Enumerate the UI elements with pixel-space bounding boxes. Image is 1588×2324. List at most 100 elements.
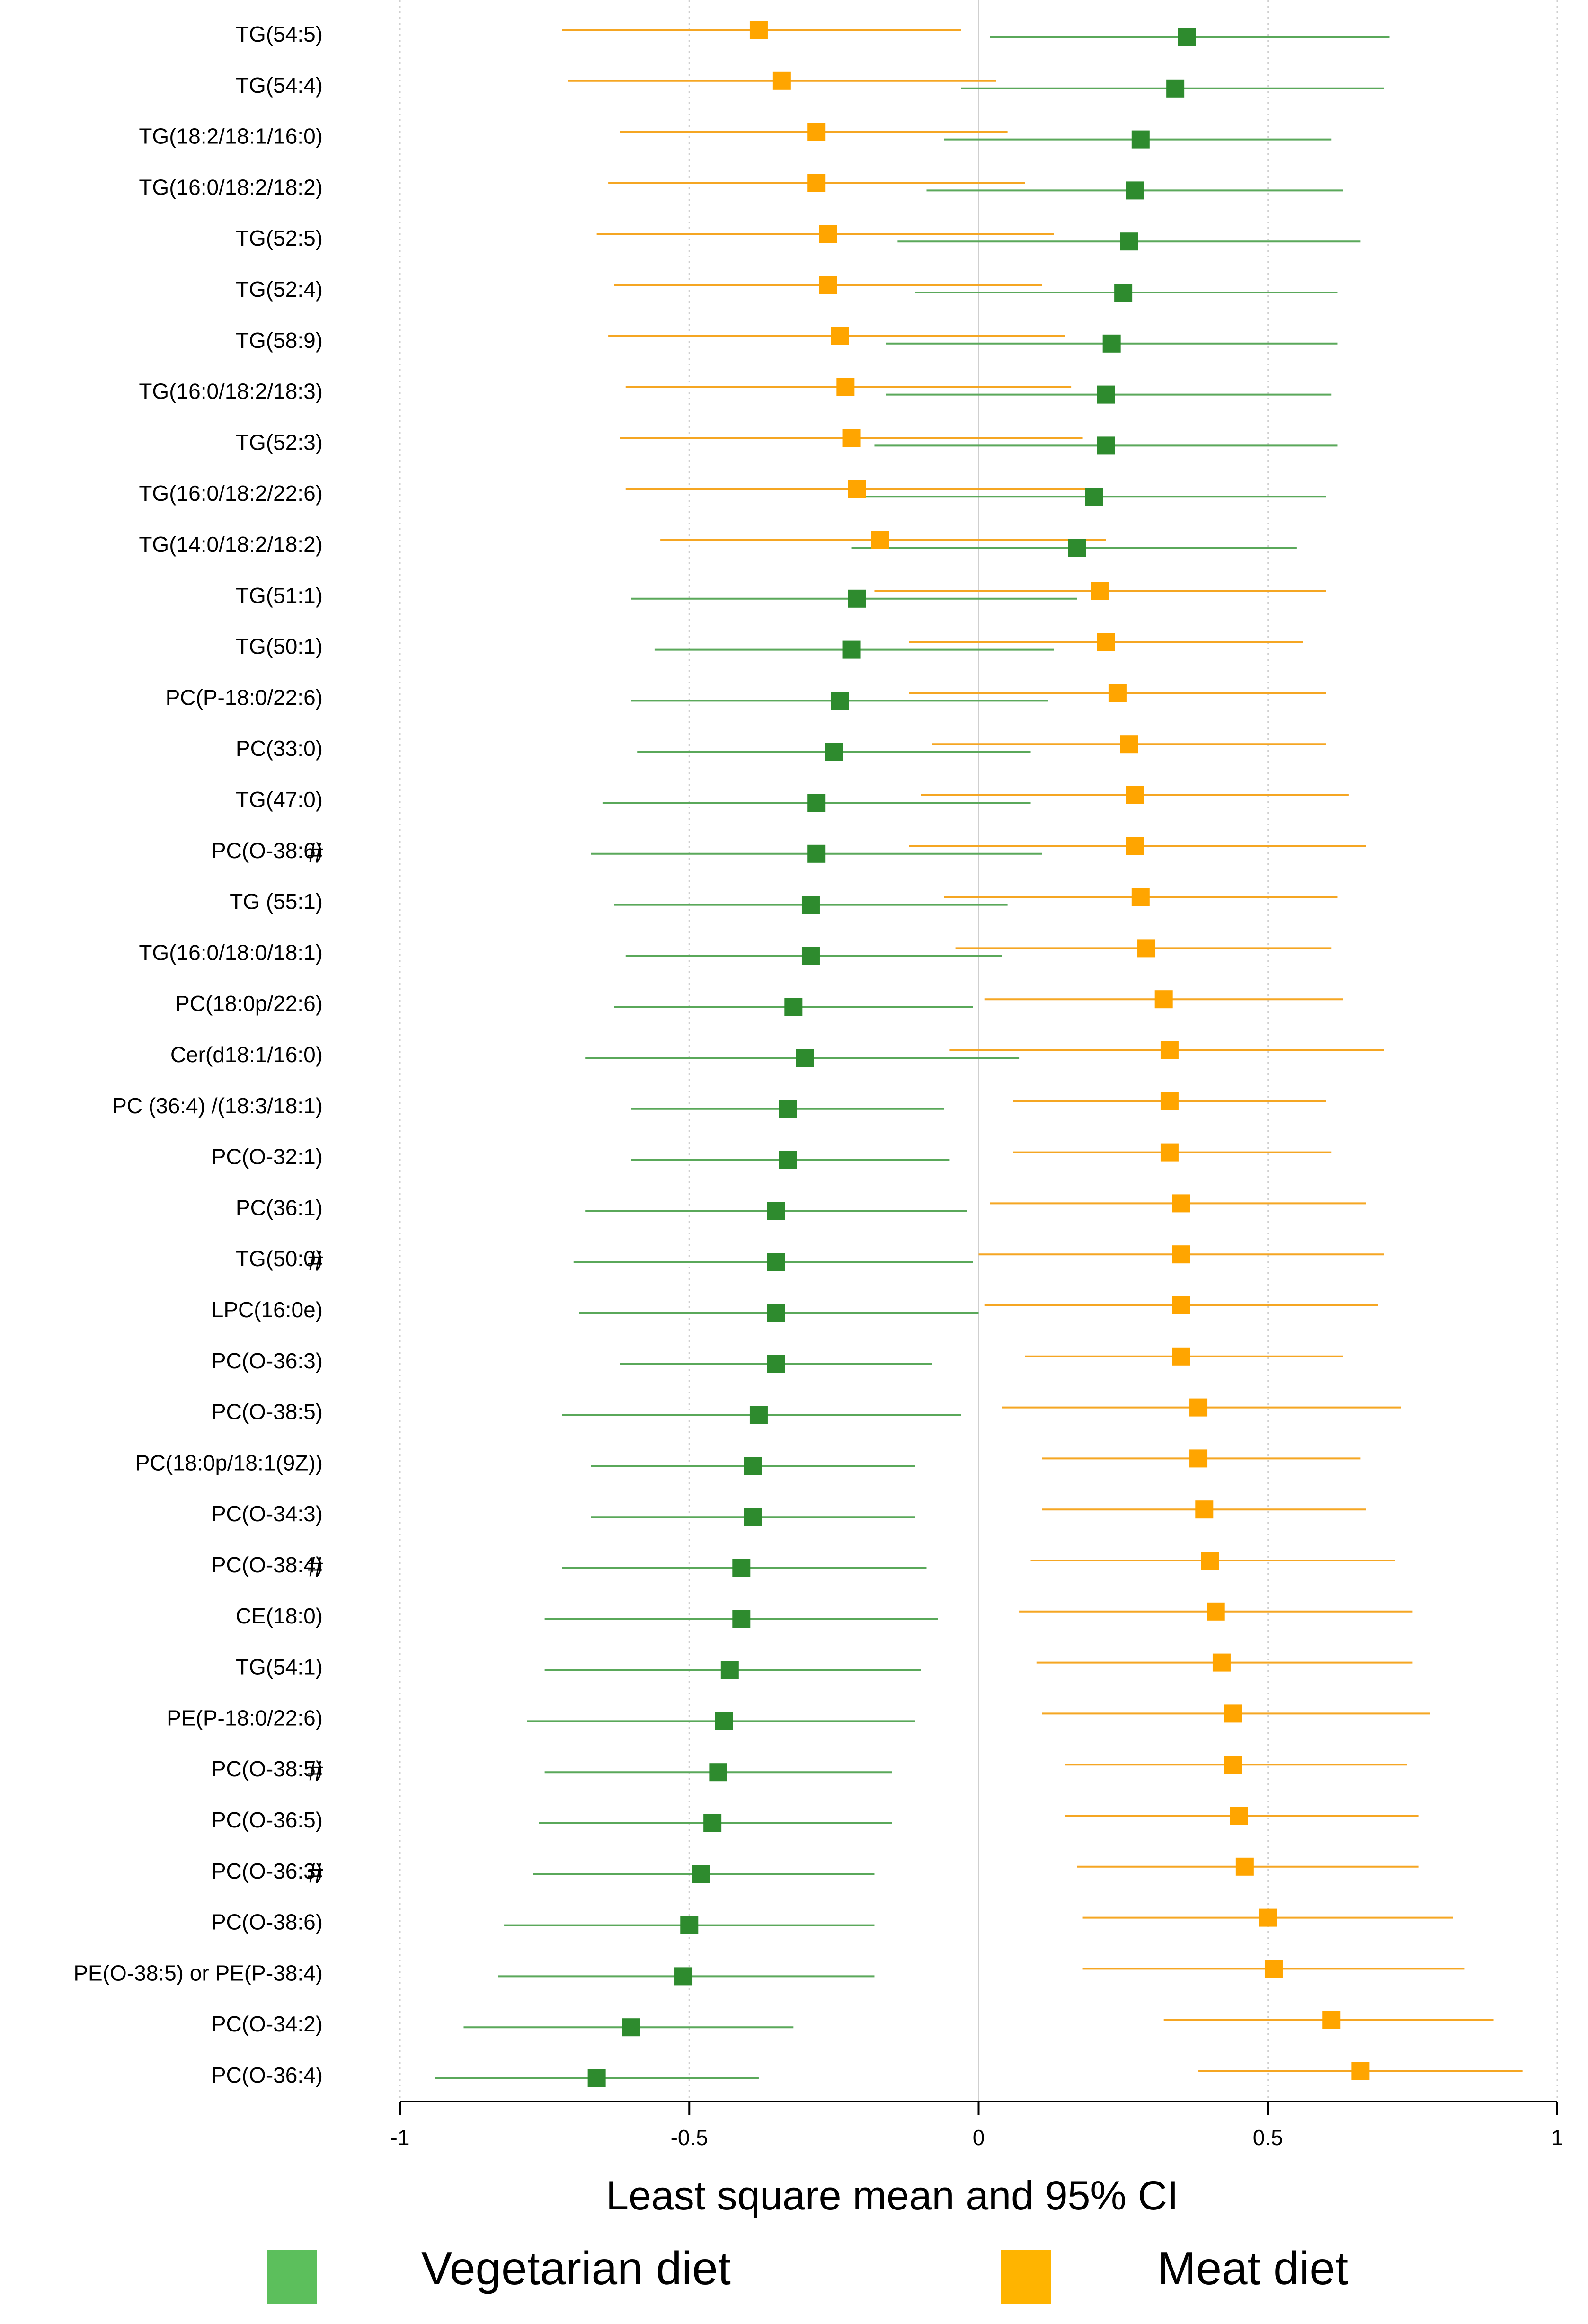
vegetarian-mean-marker xyxy=(703,1814,722,1832)
vegetarian-mean-marker xyxy=(1114,284,1133,302)
x-tick-label: 0.5 xyxy=(1253,2125,1283,2150)
vegetarian-mean-marker xyxy=(732,1610,751,1628)
meat-mean-marker xyxy=(871,531,889,549)
row: PC(O-34:3) xyxy=(212,1500,1366,1526)
meat-mean-marker xyxy=(1160,1092,1179,1110)
plot-rows: TG(54:5) TG(54:4) TG(18:2/18:1/16:0) TG(16:… xyxy=(73,21,1523,2087)
meat-mean-marker xyxy=(1137,939,1156,958)
row-label: TG(54:4) xyxy=(236,73,323,98)
meat-mean-marker xyxy=(772,71,791,90)
meat-mean-marker xyxy=(842,429,861,447)
row: TG(54:5) xyxy=(236,21,1390,46)
meat-mean-marker xyxy=(1172,1347,1190,1366)
vegetarian-mean-marker xyxy=(807,794,826,812)
row-label: PC(33:0) xyxy=(236,736,323,761)
row: TG(16:0/18:0/18:1) xyxy=(139,939,1332,965)
row: TG(16:0/18:2/22:6) xyxy=(139,480,1326,506)
row-label: PC(O-36:3) xyxy=(212,1348,323,1373)
vegetarian-mean-marker xyxy=(807,844,826,863)
row-label: PC(O-36:4) xyxy=(212,2063,323,2087)
row-label: PC(O-34:3) xyxy=(212,1501,323,1526)
vegetarian-mean-marker xyxy=(692,1865,710,1883)
row: PC(O-36:3) xyxy=(212,1347,1343,1373)
vegetarian-mean-marker xyxy=(1068,539,1086,557)
legend-vegetarian-swatch xyxy=(267,2250,317,2304)
row: TG(14:0/18:2/18:2) xyxy=(139,531,1297,557)
row: PC(O-38:5)# xyxy=(212,1756,1407,1786)
meat-mean-marker xyxy=(1195,1500,1214,1519)
vegetarian-mean-marker xyxy=(801,896,820,914)
row: TG(54:1) xyxy=(236,1653,1413,1679)
row-label: TG(16:0/18:2/18:2) xyxy=(139,175,323,199)
meat-mean-marker xyxy=(1126,837,1144,855)
vegetarian-mean-marker xyxy=(622,2018,640,2037)
row: TG(47:0) xyxy=(236,786,1349,812)
legend: Vegetarian diet Meat diet xyxy=(267,2242,1348,2304)
vegetarian-mean-marker xyxy=(587,2069,606,2087)
row-label: TG(51:1) xyxy=(236,583,323,608)
row: TG(52:3) xyxy=(236,429,1338,455)
vegetarian-mean-marker xyxy=(831,692,849,710)
row-label: TG(18:2/18:1/16:0) xyxy=(139,124,323,149)
vegetarian-mean-marker xyxy=(680,1916,699,1934)
row: PC(33:0) xyxy=(236,735,1326,761)
meat-mean-marker xyxy=(1351,2062,1370,2080)
x-tick-label: -1 xyxy=(390,2125,410,2150)
row: PE(P-18:0/22:6) xyxy=(167,1704,1430,1730)
vegetarian-mean-marker xyxy=(767,1355,785,1373)
row-label: TG(52:5) xyxy=(236,226,323,250)
row-label: TG(50:1) xyxy=(236,634,323,659)
row: TG(54:4) xyxy=(236,71,1384,98)
row-label: TG (55:1) xyxy=(230,889,323,914)
vegetarian-mean-marker xyxy=(784,998,803,1016)
vegetarian-mean-marker xyxy=(779,1100,797,1118)
row-label: PC(18:0p/18:1(9Z)) xyxy=(135,1450,323,1475)
row: LPC(16:0e) xyxy=(212,1296,1378,1322)
row: PC(O-36:5) xyxy=(212,1807,1419,1832)
vegetarian-mean-marker xyxy=(767,1202,785,1220)
row-label: PC(P-18:0/22:6) xyxy=(166,685,323,710)
row: PC(O-36:4) xyxy=(212,2062,1523,2087)
vegetarian-mean-marker xyxy=(715,1712,733,1730)
vegetarian-mean-marker xyxy=(1085,488,1103,506)
row-label: TG(50:0) xyxy=(236,1246,323,1271)
row: PC(O-38:4)# xyxy=(212,1552,1395,1582)
row-label: CE(18:0) xyxy=(236,1604,323,1628)
x-axis-label: Least square mean and 95% CI xyxy=(606,2173,1179,2218)
row: Cer(d18:1/16:0) xyxy=(170,1041,1384,1067)
meat-mean-marker xyxy=(1131,888,1150,906)
x-tick-label: 0 xyxy=(973,2125,985,2150)
meat-mean-marker xyxy=(848,480,866,498)
vegetarian-mean-marker xyxy=(848,589,866,608)
row-label: PC(18:0p/22:6) xyxy=(175,991,323,1016)
row-label: PC (36:4) /(18:3/18:1) xyxy=(112,1093,323,1118)
meat-mean-marker xyxy=(1189,1398,1208,1417)
row-label: TG(16:0/18:2/18:3) xyxy=(139,379,323,404)
meat-mean-marker xyxy=(831,327,849,345)
meat-mean-marker xyxy=(1224,1756,1242,1774)
meat-mean-marker xyxy=(807,174,826,192)
meat-mean-marker xyxy=(1322,2011,1341,2029)
row-label: PC(O-38:5) xyxy=(212,1756,323,1781)
legend-vegetarian-label: Vegetarian diet xyxy=(421,2242,731,2294)
vegetarian-mean-marker xyxy=(1126,181,1144,200)
vegetarian-mean-marker xyxy=(842,640,861,659)
meat-mean-marker xyxy=(1259,1908,1277,1927)
vegetarian-mean-marker xyxy=(1166,79,1185,98)
row-label: PC(O-38:6) xyxy=(212,1910,323,1934)
x-axis: -1 -0.5 0 0.5 1 xyxy=(390,2101,1563,2150)
row-label: PC(O-36:3) xyxy=(212,1859,323,1883)
row-label: PC(O-38:6) xyxy=(212,838,323,863)
row: PC(36:1) xyxy=(236,1194,1366,1220)
meat-mean-marker xyxy=(819,276,837,294)
vegetarian-mean-marker xyxy=(1178,28,1196,46)
vegetarian-mean-marker xyxy=(674,1967,693,1986)
significance-hash: # xyxy=(308,1245,323,1276)
row: PC(O-32:1) xyxy=(212,1143,1332,1169)
vegetarian-mean-marker xyxy=(709,1763,727,1782)
meat-mean-marker xyxy=(836,378,855,396)
meat-mean-marker xyxy=(1230,1807,1248,1825)
row-label: PC(O-38:4) xyxy=(212,1552,323,1577)
meat-mean-marker xyxy=(1091,582,1109,600)
row-label: TG(14:0/18:2/18:2) xyxy=(139,532,323,557)
